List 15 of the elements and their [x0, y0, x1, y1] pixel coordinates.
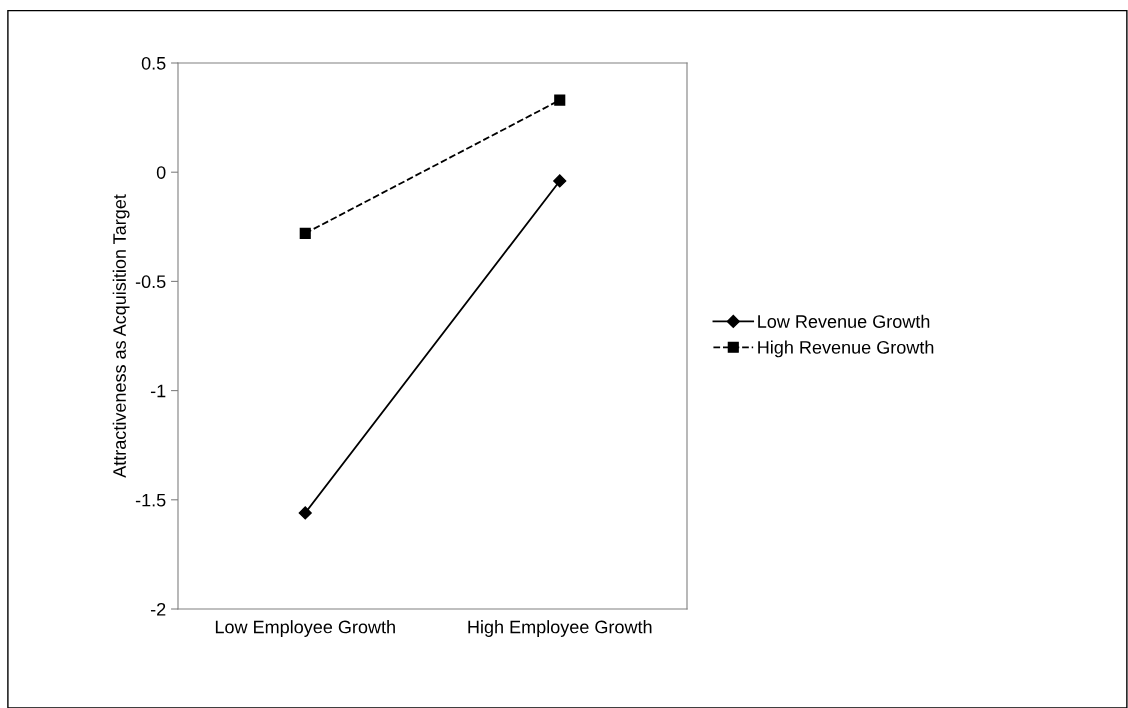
x-tick-label: Low Employee Growth	[215, 620, 395, 637]
y-tick-label: -0.5	[135, 275, 166, 289]
point	[299, 227, 311, 239]
point	[553, 174, 567, 188]
y-tick-label: -1.5	[135, 493, 166, 507]
point	[554, 94, 566, 106]
legend-label: High Revenue Growth	[758, 340, 934, 358]
y-axis-title: Attractiveness as Acquisition Target	[112, 194, 130, 478]
point	[298, 506, 312, 520]
y-tick-label: 0	[156, 166, 166, 179]
x-tick-label: High Employee Growth	[468, 620, 652, 637]
y-tick-label: -2	[150, 602, 166, 616]
y-tick-label: 0.5	[141, 56, 166, 70]
legend-label: Low Revenue Growth	[758, 314, 930, 328]
y-tick-label: -1	[150, 384, 166, 398]
